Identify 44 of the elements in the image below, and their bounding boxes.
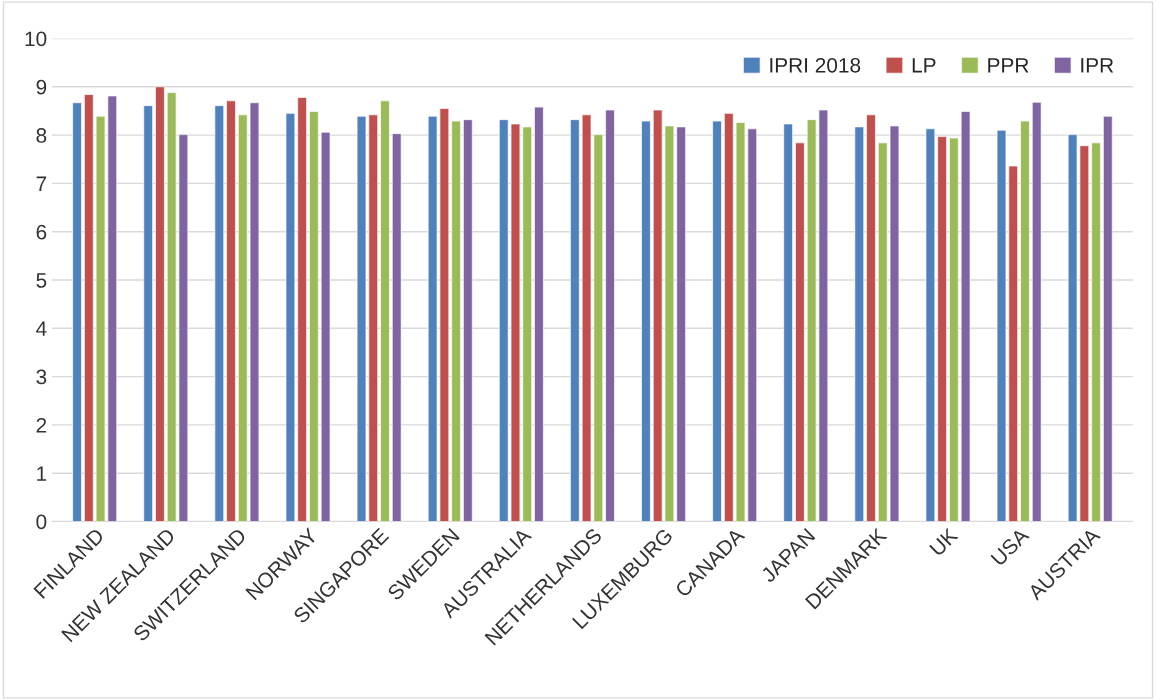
y-tick-label: 9 <box>36 79 47 95</box>
x-tick-label: UK <box>929 527 959 557</box>
bar <box>534 106 544 522</box>
y-tick-label: 5 <box>36 273 47 288</box>
bar <box>937 136 947 522</box>
bar <box>320 131 331 522</box>
bar <box>463 119 473 522</box>
y-tick-label: 1 <box>37 466 47 481</box>
bar <box>925 128 936 522</box>
bar <box>451 120 461 522</box>
bar <box>391 133 402 522</box>
bar <box>1091 142 1101 522</box>
y-tick-label: 10 <box>25 31 47 47</box>
bar <box>1031 101 1042 522</box>
bar <box>309 111 319 522</box>
bar <box>143 105 153 522</box>
bar <box>226 100 236 522</box>
y-tick-label: 7 <box>36 176 47 191</box>
legend-label: PPR <box>988 58 1029 73</box>
y-tick-label: 6 <box>36 224 47 240</box>
y-tick-label: 2 <box>36 417 47 433</box>
y-tick-label: 4 <box>36 321 47 336</box>
bar <box>960 111 971 522</box>
bar <box>949 137 959 522</box>
bar <box>712 120 722 522</box>
y-tick-label: 3 <box>36 369 47 385</box>
bar <box>783 123 793 522</box>
y-tick-label: 8 <box>36 128 47 143</box>
bar <box>214 105 225 522</box>
legend-label: IPRI 2018 <box>770 57 861 73</box>
bar <box>380 100 390 522</box>
bar <box>1103 115 1113 522</box>
bar <box>1020 120 1030 522</box>
bar <box>72 102 82 522</box>
x-tick-label: USA <box>990 526 1030 567</box>
legend-label: IPR <box>1081 58 1114 73</box>
bar <box>866 114 876 522</box>
bar <box>155 86 165 522</box>
bar <box>605 109 615 522</box>
y-tick-label: 0 <box>36 514 47 530</box>
legend-label: LP <box>912 58 936 73</box>
bar <box>854 126 865 522</box>
bar <box>641 120 651 522</box>
bar <box>795 142 805 522</box>
